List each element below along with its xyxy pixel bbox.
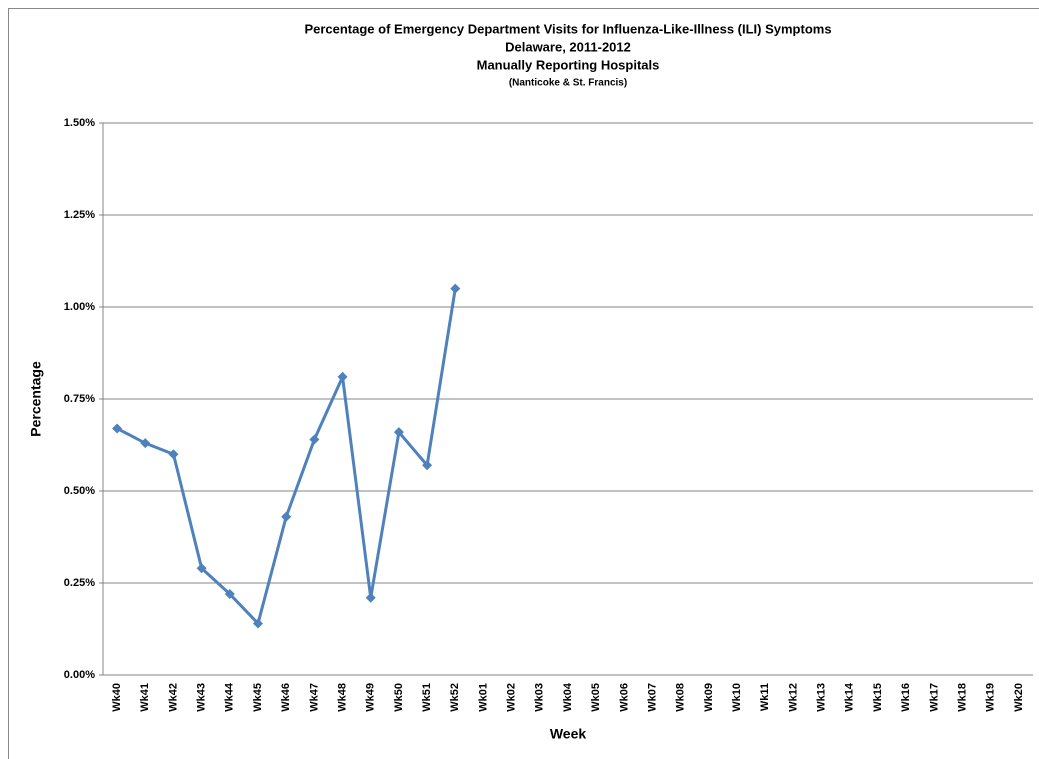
x-tick-label: Wk20 (1013, 683, 1025, 712)
x-tick-label: Wk17 (928, 683, 940, 712)
y-tick-label: 0.00% (64, 669, 95, 681)
x-tick-label: Wk47 (308, 683, 320, 712)
x-tick-label: Wk11 (759, 683, 771, 711)
data-point (196, 563, 207, 574)
y-axis-title: Percentage (28, 361, 44, 437)
x-tick-label: Wk15 (872, 683, 884, 712)
x-tick-label: Wk06 (618, 683, 630, 712)
x-tick-label: Wk05 (590, 683, 602, 712)
x-tick-label: Wk52 (449, 683, 461, 712)
x-tick-label: Wk19 (985, 683, 997, 712)
x-tick-label: Wk41 (139, 683, 151, 712)
y-tick-label: 0.50% (64, 485, 95, 497)
chart-title: Manually Reporting Hospitals (477, 57, 660, 72)
data-point (112, 423, 123, 434)
x-axis-title: Week (550, 726, 587, 742)
chart-subtitle: (Nanticoke & St. Francis) (509, 78, 627, 89)
y-tick-label: 0.75% (64, 393, 95, 405)
data-point (365, 592, 376, 603)
x-tick-label: Wk09 (703, 683, 715, 712)
data-point (309, 434, 320, 445)
y-tick-label: 1.00% (64, 301, 95, 313)
chart-title: Percentage of Emergency Department Visit… (304, 21, 831, 36)
x-tick-label: Wk08 (675, 683, 687, 712)
data-point (224, 589, 235, 600)
x-tick-label: Wk45 (252, 683, 264, 712)
x-tick-label: Wk16 (900, 683, 912, 712)
y-tick-label: 0.25% (64, 577, 95, 589)
x-tick-label: Wk04 (562, 682, 574, 712)
x-tick-label: Wk50 (393, 683, 405, 712)
x-tick-label: Wk43 (196, 683, 208, 712)
y-tick-label: 1.50% (64, 117, 95, 129)
data-point (140, 438, 151, 449)
chart-frame (8, 8, 1039, 759)
series-line (116, 288, 457, 627)
data-point (281, 511, 292, 522)
x-tick-label: Wk02 (506, 683, 518, 712)
x-tick-label: Wk46 (280, 683, 292, 712)
x-tick-label: Wk01 (477, 683, 489, 712)
x-tick-label: Wk49 (365, 683, 377, 712)
x-tick-label: Wk44 (224, 682, 236, 712)
x-tick-label: Wk03 (534, 683, 546, 712)
x-tick-label: Wk18 (956, 683, 968, 712)
x-tick-label: Wk07 (646, 683, 658, 712)
x-tick-label: Wk10 (731, 683, 743, 712)
x-tick-label: Wk51 (421, 683, 433, 712)
x-tick-label: Wk14 (844, 682, 856, 712)
data-point (422, 460, 433, 471)
data-point (393, 427, 404, 438)
chart-title: Delaware, 2011-2012 (505, 39, 631, 54)
y-tick-label: 1.25% (64, 209, 95, 221)
data-point (337, 371, 348, 382)
x-tick-label: Wk40 (111, 683, 123, 712)
data-point (253, 618, 263, 629)
x-tick-label: Wk48 (336, 683, 348, 712)
x-tick-label: Wk42 (167, 683, 179, 712)
x-tick-label: Wk12 (787, 683, 799, 712)
x-tick-label: Wk13 (816, 683, 828, 712)
data-point (168, 449, 179, 460)
data-point (450, 283, 461, 294)
